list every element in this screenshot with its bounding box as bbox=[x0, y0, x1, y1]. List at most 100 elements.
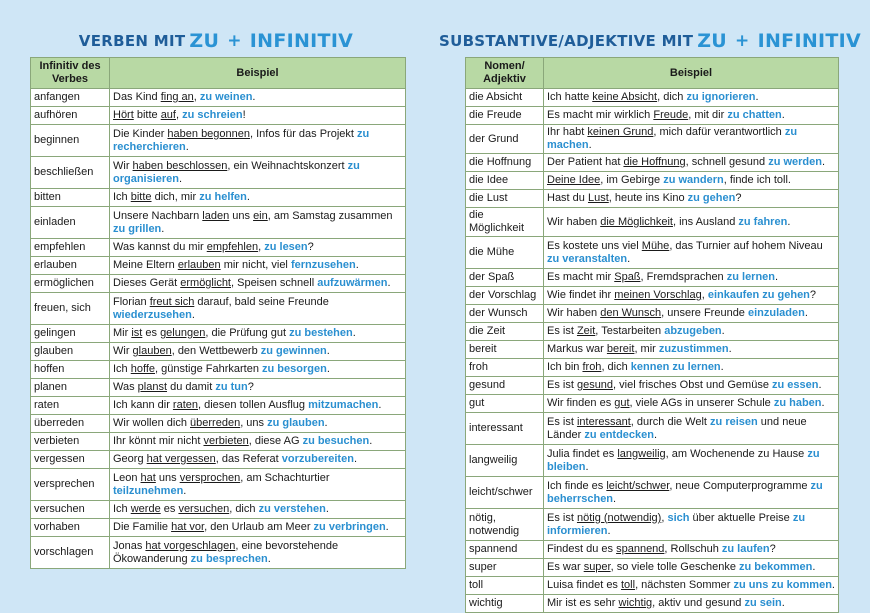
keyword-underlined: erlauben bbox=[177, 259, 221, 271]
example-cell: Ich hoffe, günstige Fahrkarten zu besorg… bbox=[109, 360, 406, 379]
example-text: Unsere Nachbarn bbox=[113, 209, 203, 222]
keyword-underlined: meinen Vorschlag bbox=[614, 289, 702, 301]
example-text: , das Turnier auf hohem Niveau bbox=[669, 239, 823, 252]
example-cell: Es ist gesund, viel frisches Obst und Ge… bbox=[543, 376, 839, 395]
table-row: nötig, notwendig Es ist nötig (notwendig)… bbox=[465, 508, 839, 541]
example-cell: Ich hatte keine Absicht, dich zu ignorie… bbox=[543, 88, 839, 107]
example-text: Dieses Gerät bbox=[113, 277, 181, 289]
example-text: . bbox=[818, 379, 822, 391]
table-row: gesund Es ist gesund, viel frisches Obst … bbox=[465, 376, 839, 395]
example-cell: Hast du Lust, heute ins Kino zu gehen? bbox=[543, 189, 839, 208]
keyword-underlined: gelungen bbox=[160, 327, 206, 339]
example-text: . bbox=[613, 492, 617, 505]
zu-infinitive: zu besprechen bbox=[190, 552, 268, 565]
keyword-underlined: hat vorgeschlagen bbox=[145, 539, 236, 552]
example-text: , viel frisches Obst und Gemüse bbox=[613, 379, 772, 391]
example-cell: Es ist interessant, durch die Welt zu re… bbox=[543, 412, 839, 445]
keyword-underlined: nötig (notwendig) bbox=[576, 511, 662, 524]
table-row: planen Was planst du damit zu tun? bbox=[30, 378, 406, 397]
zu-infinitive: zu verstehen bbox=[258, 503, 326, 515]
example-text: . bbox=[831, 579, 835, 591]
example-text: , bbox=[661, 511, 668, 524]
example-cell: Wir finden es gut, viele AGs in unserer … bbox=[543, 394, 839, 413]
keyword-underlined: planst bbox=[137, 381, 168, 393]
keyword-cell: die Lust bbox=[465, 189, 544, 208]
verbs-header-infinitive: Infinitiv des Verbes bbox=[30, 57, 110, 89]
nouns-title-plus: + bbox=[735, 31, 750, 51]
example-text: dich, mir bbox=[151, 191, 200, 203]
keyword-underlined: raten bbox=[172, 399, 198, 411]
example-text: , neue Computerprogramme bbox=[669, 479, 811, 492]
verbs-title-infinitiv: INFINITIV bbox=[249, 30, 354, 52]
keyword-cell: die Hoffnung bbox=[465, 153, 544, 172]
keyword-cell: aufhören bbox=[30, 106, 110, 125]
keyword-cell: interessant bbox=[465, 412, 544, 445]
example-cell: Meine Eltern erlauben mir nicht, viel fe… bbox=[109, 256, 406, 275]
keyword-cell: versprechen bbox=[30, 468, 110, 501]
zu-infinitive: einzuladen bbox=[748, 307, 805, 319]
keyword-cell: die Zeit bbox=[465, 322, 544, 341]
keyword-cell: froh bbox=[465, 358, 544, 377]
zu-infinitive: zu verbringen bbox=[313, 521, 386, 533]
example-text: Wir bbox=[113, 345, 133, 357]
example-text: Es macht mir wirklich bbox=[547, 109, 654, 121]
example-text: , bbox=[175, 109, 183, 121]
example-text: , den Wettbewerb bbox=[171, 345, 261, 357]
example-text: Jonas bbox=[113, 539, 146, 552]
example-text: ? bbox=[809, 289, 817, 301]
verbs-title-plus: + bbox=[227, 31, 242, 51]
example-text: . bbox=[821, 156, 826, 168]
keyword-cell: gut bbox=[465, 394, 544, 413]
example-text: Wir wollen dich bbox=[113, 417, 191, 429]
keyword-cell: toll bbox=[465, 576, 544, 595]
example-text: , dich bbox=[657, 91, 687, 103]
example-cell: Wir haben beschlossen, ein Weihnachtskon… bbox=[109, 156, 406, 189]
table-row: vorhaben Die Familie hat vor, den Urlaub … bbox=[30, 518, 406, 537]
keyword-underlined: Freude bbox=[653, 109, 689, 121]
example-text: , durch die Welt bbox=[630, 415, 711, 428]
keyword-cell: vorhaben bbox=[30, 518, 110, 537]
keyword-underlined: hat vor bbox=[171, 521, 205, 533]
example-text: mir nicht, viel bbox=[220, 259, 291, 271]
example-cell: Ich bitte dich, mir zu helfen. bbox=[109, 188, 406, 207]
example-text: , Testarbeiten bbox=[595, 325, 665, 337]
table-row: verbieten Ihr könnt mir nicht verbieten, … bbox=[30, 432, 406, 451]
zu-infinitive: zu lesen bbox=[264, 241, 308, 253]
keyword-underlined: überreden bbox=[190, 417, 241, 429]
table-row: überreden Wir wollen dich überreden, uns … bbox=[30, 414, 406, 433]
table-row: bitten Ich bitte dich, mir zu helfen. bbox=[30, 188, 406, 207]
keyword-cell: verbieten bbox=[30, 432, 110, 451]
zu-infinitive: zu tun bbox=[215, 381, 248, 393]
keyword-cell: spannend bbox=[465, 540, 544, 559]
example-text: Wie findet ihr bbox=[547, 289, 615, 301]
example-text: , im Gebirge bbox=[600, 174, 664, 186]
keyword-cell: versuchen bbox=[30, 500, 110, 519]
keyword-cell: der Vorschlag bbox=[465, 286, 544, 305]
zu-infinitive: mitzumachen bbox=[308, 399, 379, 411]
table-row: der Vorschlag Wie findet ihr meinen Vorsc… bbox=[465, 286, 839, 305]
example-text: Ich bbox=[113, 503, 131, 515]
zu-infinitive: zu sein bbox=[744, 597, 782, 609]
zu-infinitive: zu bekommen bbox=[739, 561, 813, 573]
keyword-cell: wichtig bbox=[465, 594, 544, 613]
example-text: . bbox=[369, 435, 373, 447]
example-text: . bbox=[787, 215, 791, 228]
keyword-underlined: bitte bbox=[130, 191, 152, 203]
example-cell: Wie findet ihr meinen Vorschlag, einkauf… bbox=[543, 286, 839, 305]
example-cell: Jonas hat vorgeschlagen, eine bevorstehe… bbox=[109, 536, 406, 569]
example-text: , das Referat bbox=[215, 453, 282, 465]
keyword-underlined: Spaß bbox=[614, 271, 641, 283]
table-row: vergessen Georg hat vergessen, das Refera… bbox=[30, 450, 406, 469]
keyword-cell: langweilig bbox=[465, 444, 544, 477]
example-text: Es ist bbox=[547, 379, 577, 391]
example-text: . bbox=[627, 252, 631, 265]
example-text: Es kostete uns viel bbox=[547, 239, 642, 252]
example-text: . bbox=[267, 552, 271, 565]
table-row: die Lust Hast du Lust, heute ins Kino zu … bbox=[465, 189, 839, 208]
example-cell: Mir ist es sehr wichtig, aktiv und gesun… bbox=[543, 594, 839, 613]
table-row: die Mühe Es kostete uns viel Mühe, das Tu… bbox=[465, 236, 839, 269]
example-text: . bbox=[185, 140, 189, 153]
example-text: Was bbox=[113, 381, 138, 393]
example-text: . bbox=[812, 561, 816, 573]
keyword-underlined: auf bbox=[160, 109, 176, 121]
